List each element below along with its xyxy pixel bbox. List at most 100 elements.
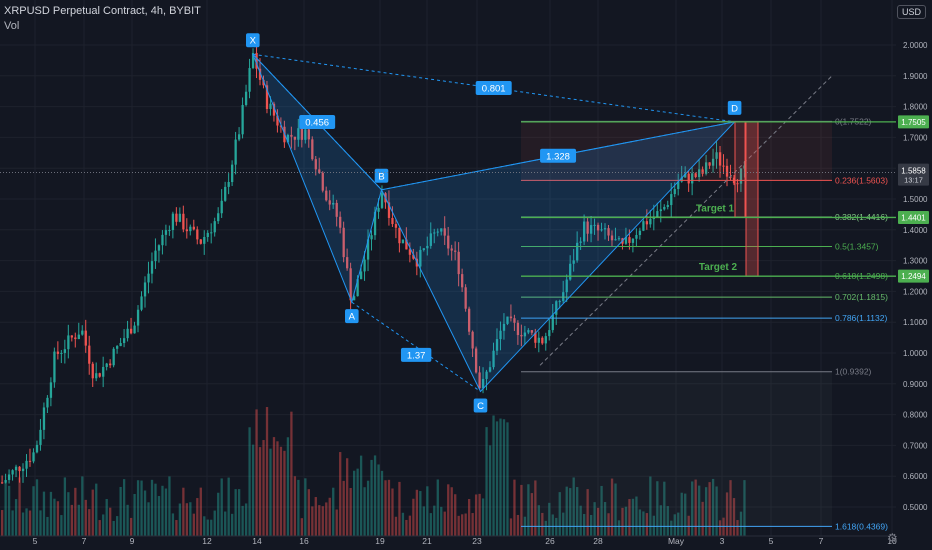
volume-bar xyxy=(168,476,171,536)
candle-body xyxy=(656,211,659,217)
price-tick-label: 1.3000 xyxy=(903,257,928,266)
candle-body xyxy=(440,228,443,232)
volume-bar xyxy=(70,504,74,536)
candle-body xyxy=(171,213,175,231)
candle-body xyxy=(701,169,704,174)
candle-body xyxy=(394,224,398,228)
candle-body xyxy=(447,235,450,249)
volume-bar xyxy=(624,506,628,536)
volume-bar xyxy=(725,492,729,536)
ratio-label: 1.328 xyxy=(540,148,577,163)
price-badge xyxy=(898,210,929,224)
candle-body xyxy=(687,173,690,184)
time-tick-label: 21 xyxy=(422,536,432,546)
candle-body xyxy=(4,479,7,483)
candle-body xyxy=(405,239,408,250)
candle-body xyxy=(307,129,310,140)
volume-bar xyxy=(464,513,467,536)
trend-dashed xyxy=(539,75,833,366)
volume-bar xyxy=(684,493,687,536)
candle-body xyxy=(133,325,136,334)
volume-bar xyxy=(565,486,568,536)
candle-body xyxy=(53,351,56,383)
candle-body xyxy=(509,316,513,319)
candle-body xyxy=(196,229,199,240)
gear-icon[interactable]: ⚙ xyxy=(887,531,898,545)
volume-bar xyxy=(314,497,317,536)
candle-body xyxy=(293,136,297,140)
candle-body xyxy=(328,200,331,205)
candle-body xyxy=(481,378,485,389)
candle-body xyxy=(339,216,342,228)
candle-body xyxy=(422,248,425,250)
volume-bar xyxy=(607,513,610,536)
pattern-point-X-bg xyxy=(246,33,260,48)
candle-body xyxy=(743,165,746,169)
volume-bar xyxy=(185,503,189,536)
price-tick-label: 1.5000 xyxy=(903,195,928,204)
candle-body xyxy=(408,249,412,255)
volume-bar xyxy=(520,484,523,536)
volume-bar xyxy=(332,487,335,536)
price-badge-text: 1.7505 xyxy=(901,118,926,127)
volume-bar xyxy=(63,477,67,536)
candle-body xyxy=(419,249,422,267)
volume-bar xyxy=(14,499,18,536)
volume-bar xyxy=(583,513,586,536)
symbol-title[interactable]: XRPUSD Perpetual Contract, 4h, BYBIT xyxy=(4,5,201,17)
volume-bar xyxy=(387,479,391,536)
candle-body xyxy=(39,429,42,445)
fib-zone-bottom xyxy=(521,371,832,527)
volume-bar xyxy=(708,482,711,536)
volume-bar xyxy=(248,427,251,536)
volume-bar xyxy=(408,515,412,536)
candle-body xyxy=(401,239,405,244)
volume-bar xyxy=(189,502,192,536)
volume-bar xyxy=(231,513,234,536)
price-tick-label: 1.0000 xyxy=(903,349,928,358)
candle-body xyxy=(311,139,314,160)
candle-body xyxy=(499,330,502,340)
volume-bar xyxy=(67,492,70,536)
volume-bar xyxy=(95,483,98,536)
candle-body xyxy=(300,128,304,140)
volume-bar xyxy=(666,506,669,536)
candle-body xyxy=(251,52,255,69)
candle-body xyxy=(276,115,279,126)
volume-bar xyxy=(56,501,60,536)
pattern-point-C-text: C xyxy=(477,401,484,412)
volume-bar xyxy=(398,481,401,536)
candle-body xyxy=(694,173,697,178)
candle-body xyxy=(237,134,241,140)
candle-body xyxy=(617,238,621,240)
candle-body xyxy=(645,221,649,225)
pattern-point-D-text: D xyxy=(731,103,738,114)
volume-bar xyxy=(42,491,46,536)
volume-bar xyxy=(694,479,697,536)
currency-badge[interactable]: USD xyxy=(896,5,926,19)
time-tick-label: 7 xyxy=(82,536,87,546)
candle-body xyxy=(736,183,739,185)
volume-label[interactable]: Vol xyxy=(4,20,20,32)
candle-body xyxy=(88,345,91,364)
chart-header: XRPUSD Perpetual Contract, 4h, BYBIT Vol xyxy=(4,4,201,34)
candle-body xyxy=(227,182,230,187)
candle-body xyxy=(81,330,84,335)
volume-bar xyxy=(572,477,575,536)
volume-bar xyxy=(28,510,32,536)
candle-body xyxy=(325,190,328,201)
volume-bar xyxy=(495,421,499,536)
volume-bar xyxy=(182,487,185,536)
time-tick-label: 7 xyxy=(819,536,824,546)
candle-body xyxy=(161,234,164,246)
volume-bar xyxy=(112,520,115,536)
volume-bar xyxy=(217,492,220,536)
target-zone-2 xyxy=(745,121,759,277)
candle-body xyxy=(583,221,586,242)
volume-bar xyxy=(614,483,617,536)
ratio-label-text: 0.801 xyxy=(482,84,506,95)
volume-bar xyxy=(175,520,178,536)
candle-body xyxy=(109,363,112,366)
